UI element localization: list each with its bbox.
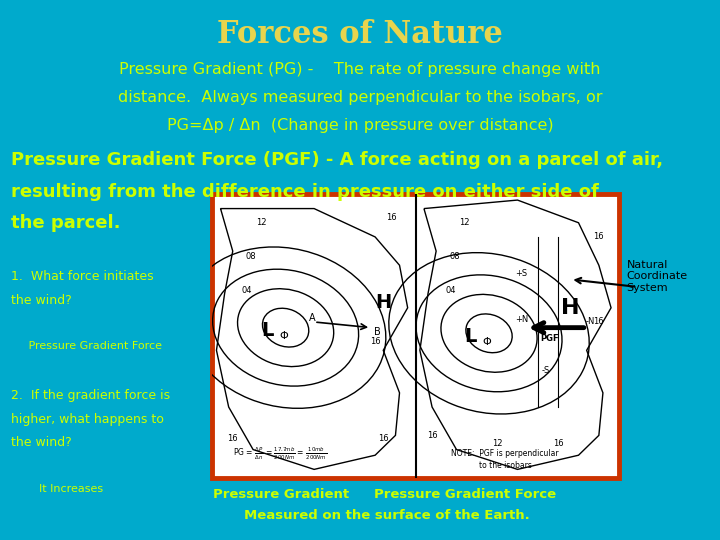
Text: 16: 16 [427,431,437,440]
Text: Pressure Gradient: Pressure Gradient [214,488,350,501]
Text: 16: 16 [386,213,397,221]
Text: 1.  What force initiates: 1. What force initiates [11,270,153,283]
Text: PGF: PGF [541,334,559,343]
Text: Measured on the surface of the Earth.: Measured on the surface of the Earth. [245,509,530,522]
Text: the wind?: the wind? [11,294,71,307]
Text: 16: 16 [378,434,389,443]
Text: B: B [374,327,381,337]
Text: 08: 08 [246,252,256,261]
Text: 12: 12 [459,218,470,227]
Text: 16: 16 [593,318,604,327]
Text: Pressure Gradient Force: Pressure Gradient Force [18,341,162,352]
Text: the parcel.: the parcel. [11,214,120,232]
Text: L: L [261,321,274,340]
Text: -N: -N [586,318,595,327]
Text: Natural
Coordinate
System: Natural Coordinate System [626,260,688,293]
Text: 16: 16 [593,232,604,241]
Text: 12: 12 [256,218,266,227]
Text: H: H [375,293,392,312]
Text: NOTE:  PGF is perpendicular: NOTE: PGF is perpendicular [451,449,559,458]
Text: PG=Δp / Δn  (Change in pressure over distance): PG=Δp / Δn (Change in pressure over dist… [167,118,553,133]
Text: PG = $\frac{\Delta P}{\Delta n}$ = $\frac{17.7mb}{200Nm}$ = $\frac{10mb}{200Nm}$: PG = $\frac{\Delta P}{\Delta n}$ = $\fra… [233,446,327,462]
Text: distance.  Always measured perpendicular to the isobars, or: distance. Always measured perpendicular … [118,90,602,105]
Text: 12: 12 [492,440,503,448]
Text: 16: 16 [370,338,380,346]
Text: Pressure Gradient Force: Pressure Gradient Force [374,488,556,501]
Text: H: H [561,298,580,318]
Text: resulting from the difference in pressure on either side of: resulting from the difference in pressur… [11,183,598,200]
Text: +S: +S [516,269,528,278]
Text: 04: 04 [445,286,456,295]
Text: Φ: Φ [482,337,491,347]
Text: the wind?: the wind? [11,436,71,449]
Text: higher, what happens to: higher, what happens to [11,413,163,426]
Text: Pressure Gradient (PG) -    The rate of pressure change with: Pressure Gradient (PG) - The rate of pre… [120,62,600,77]
Bar [212,194,619,478]
Text: 2.  If the gradient force is: 2. If the gradient force is [11,389,170,402]
Text: L: L [464,327,477,346]
Text: -S: -S [542,366,550,375]
Text: 08: 08 [449,252,460,261]
Text: 04: 04 [242,286,252,295]
Text: +N: +N [515,315,528,323]
Text: Pressure Gradient Force (PGF) - A force acting on a parcel of air,: Pressure Gradient Force (PGF) - A force … [11,151,663,169]
Text: It Increases: It Increases [18,484,103,494]
Text: 16: 16 [228,434,238,443]
Text: Forces of Nature: Forces of Nature [217,19,503,50]
Text: A: A [309,313,315,323]
Text: Φ: Φ [279,331,288,341]
Text: to the isobars: to the isobars [479,461,532,470]
Text: 16: 16 [553,440,564,448]
